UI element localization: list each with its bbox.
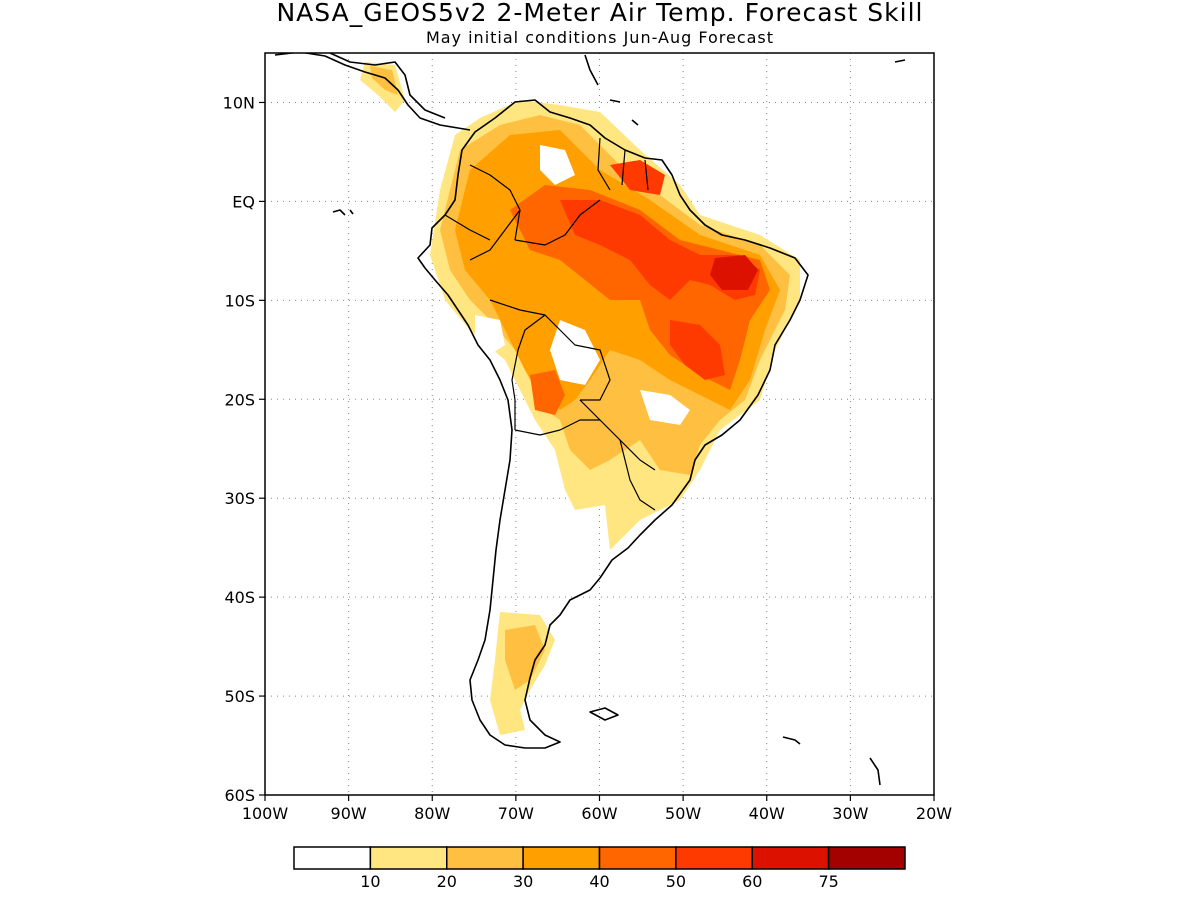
lat-tick-label: 50S [224, 687, 255, 706]
lat-tick-label: 30S [224, 489, 255, 508]
lat-tick-label: EQ [232, 192, 255, 211]
map-subtitle: May initial conditions Jun-Aug Forecast [425, 28, 775, 47]
skill-gap-4 [540, 145, 575, 185]
skill-region-60-75 [710, 255, 758, 290]
map-title: NASA_GEOS5v2 2-Meter Air Temp. Forecast … [276, 0, 924, 27]
colorbar-swatch [827, 846, 906, 870]
lat-tick-label: 40S [224, 588, 255, 607]
colorbar-swatch [751, 846, 830, 870]
colorbar-label: 10 [360, 872, 380, 891]
lon-tick-label: 20W [916, 804, 952, 823]
atlantic-islands [869, 59, 906, 786]
central-america-north-coast [329, 53, 446, 119]
lon-tick-label: 50W [665, 804, 701, 823]
lon-tick-label: 60W [581, 804, 617, 823]
colorbar-swatch [598, 846, 677, 870]
coastlines [274, 53, 906, 786]
axis-labels: 100W 90W 80W 70W 60W 50W 40W 30W 20W 10N EQ 10S 20S 3… [223, 93, 953, 823]
lon-tick-label: 90W [331, 804, 367, 823]
lat-tick-label: 60S [224, 786, 255, 805]
lon-tick-label: 100W [242, 804, 289, 823]
lat-tick-label: 20S [224, 390, 255, 409]
lon-tick-label: 70W [498, 804, 534, 823]
lon-tick-label: 40W [749, 804, 785, 823]
lat-tick-label: 10S [224, 291, 255, 310]
skill-region-20-30-patagonia [505, 625, 545, 690]
skill-region-20-30-ca [370, 66, 398, 95]
skill-gap-3 [475, 315, 505, 355]
galapagos-islands [332, 209, 354, 216]
country-borders [444, 137, 656, 511]
colorbar-label: 40 [589, 872, 609, 891]
colorbar-swatch [446, 846, 524, 870]
lon-tick-label: 30W [832, 804, 868, 823]
skill-gap-1 [550, 320, 600, 385]
skill-gap-2 [640, 390, 690, 425]
falkland-islands [589, 707, 619, 721]
caribbean-islands [584, 54, 639, 126]
colorbar: 10 20 30 40 50 60 75 [293, 846, 906, 891]
skill-region-50-60-central [670, 320, 725, 380]
south-georgia [782, 736, 801, 745]
lon-tick-label: 80W [414, 804, 450, 823]
colorbar-swatch [369, 846, 448, 870]
lat-tick-label: 10N [223, 93, 255, 112]
colorbar-label: 30 [513, 872, 533, 891]
colorbar-label: 75 [818, 872, 838, 891]
colorbar-label: 60 [742, 872, 762, 891]
colorbar-label: 20 [437, 872, 457, 891]
south-america-coastline [417, 99, 809, 749]
skill-shading [360, 62, 800, 735]
colorbar-swatch [675, 846, 753, 870]
skill-region-40-50-pantanal [530, 370, 565, 415]
central-america-coastline [274, 53, 471, 131]
colorbar-label: 50 [666, 872, 686, 891]
colorbar-swatch [293, 846, 372, 870]
colorbar-swatch [522, 846, 601, 870]
